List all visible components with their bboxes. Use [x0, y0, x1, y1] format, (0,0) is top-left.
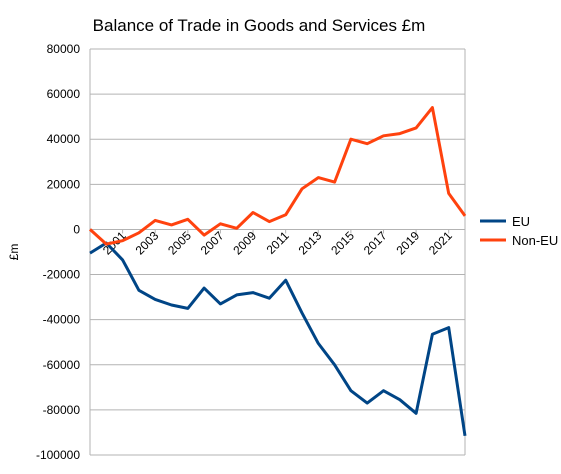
x-tick-label: 2021: [426, 228, 455, 257]
y-tick-label: 40000: [47, 132, 81, 146]
legend-label: Non-EU: [512, 233, 558, 248]
y-tick-label: -40000: [43, 313, 81, 327]
x-tick-label: 2009: [230, 228, 259, 257]
y-tick-label: -100000: [36, 448, 80, 462]
x-tick-label: 2011: [264, 228, 292, 256]
legend-label: EU: [512, 214, 530, 229]
chart-title: Balance of Trade in Goods and Services £…: [93, 16, 426, 35]
y-tick-label: 60000: [47, 87, 81, 101]
x-tick-label: 2005: [165, 228, 194, 257]
y-tick-label: -20000: [43, 268, 81, 282]
x-tick-label: 2017: [361, 228, 390, 257]
series-line-eu: [89, 241, 467, 437]
x-tick-label: 2019: [393, 228, 422, 257]
legend: EU Non-EU: [480, 214, 558, 248]
y-tick-label: 80000: [47, 42, 81, 56]
y-tick-label: -80000: [43, 403, 81, 417]
series-line-non-eu: [88, 106, 467, 246]
y-tick-label: 20000: [47, 177, 81, 191]
y-axis-title: £m: [7, 244, 21, 261]
data-series: [88, 106, 467, 437]
y-tick-label: -60000: [43, 358, 81, 372]
gridlines: [90, 48, 465, 456]
x-tick-label: 2015: [328, 228, 357, 257]
y-tick-label: 0: [73, 222, 80, 236]
x-tick-label: 2013: [296, 228, 325, 257]
x-axis-tick-labels: 2001 2003 2005 2007 2009 2011 2013 2015 2017 2019…: [100, 228, 455, 257]
y-axis-tick-labels: 80000 60000 40000 20000 0 -20000 -40000 -60000 -…: [36, 42, 80, 462]
